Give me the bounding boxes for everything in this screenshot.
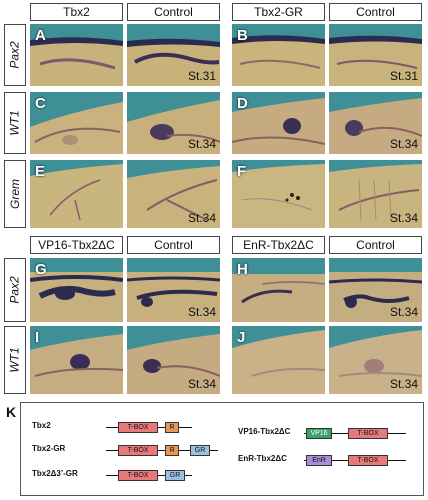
construct-name-enr: EnR-Tbx2ΔC <box>238 454 287 463</box>
panel-letter: H <box>237 261 248 278</box>
tbox-domain: T-BOX <box>118 445 158 456</box>
panel-h: H <box>232 258 325 322</box>
header-control-2: Control <box>329 3 422 21</box>
header-control-3: Control <box>127 236 220 254</box>
stage-label: St.34 <box>187 305 216 319</box>
panel-e-control: St.34 <box>127 160 220 228</box>
construct-line <box>106 450 218 451</box>
panel-letter: E <box>35 163 46 180</box>
stage-label: St.34 <box>389 137 418 151</box>
stage-label: St.31 <box>187 69 216 83</box>
panel-g: G <box>30 258 123 322</box>
stage-label: St.34 <box>187 211 216 225</box>
stage-label: St.34 <box>187 377 216 391</box>
panel-letter: I <box>35 329 40 346</box>
panel-f-control: St.34 <box>329 160 422 228</box>
panel-b-control: St.31 <box>329 24 422 86</box>
header-control-1: Control <box>127 3 220 21</box>
panel-k-label: K <box>6 404 17 420</box>
construct-name-vp16: VP16-Tbx2ΔC <box>238 427 291 436</box>
gr-domain: GR <box>165 470 185 481</box>
header-tbx2-gr: Tbx2-GR <box>232 3 325 21</box>
row-label-grem: Grem <box>4 160 26 228</box>
panel-letter: J <box>237 329 246 346</box>
construct-name-tbx2-gr: Tbx2-GR <box>32 444 66 453</box>
tbox-domain: T-BOX <box>348 455 388 466</box>
gr-domain: GR <box>190 445 210 456</box>
header-control-4: Control <box>329 236 422 254</box>
row-label-wt1-b: WT1 <box>4 326 26 394</box>
panel-c-control: St.34 <box>127 92 220 154</box>
panel-j-control: St.34 <box>329 326 422 394</box>
panel-b: B <box>232 24 325 86</box>
header-enr-tbx2dc: EnR-Tbx2ΔC <box>232 236 325 254</box>
tbox-domain: T-BOX <box>348 428 388 439</box>
panel-letter: G <box>35 261 47 278</box>
panel-i: I <box>30 326 123 394</box>
construct-diagram-box <box>20 402 424 496</box>
panel-i-control: St.34 <box>127 326 220 394</box>
header-vp16-tbx2dc: VP16-Tbx2ΔC <box>30 236 123 254</box>
panel-d: D <box>232 92 325 154</box>
panel-letter: F <box>237 163 247 180</box>
stage-label: St.34 <box>389 211 418 225</box>
panel-d-control: St.34 <box>329 92 422 154</box>
enr-domain: EnR <box>306 455 332 466</box>
stage-label: St.31 <box>389 69 418 83</box>
panel-letter: B <box>237 27 248 44</box>
stage-label: St.34 <box>187 137 216 151</box>
panel-a-control: St.31 <box>127 24 220 86</box>
r-domain: R <box>165 445 179 456</box>
panel-j: J <box>232 326 325 394</box>
row-label-wt1: WT1 <box>4 92 26 154</box>
panel-c: C <box>30 92 123 154</box>
construct-name-tbx2d3-gr: Tbx2Δ3’-GR <box>32 469 78 478</box>
header-tbx2: Tbx2 <box>30 3 123 21</box>
panel-letter: A <box>35 27 46 44</box>
panel-letter: D <box>237 95 248 112</box>
vp16-domain: VP16 <box>306 428 332 439</box>
row-label-pax2: Pax2 <box>4 24 26 86</box>
panel-e: E <box>30 160 123 228</box>
tbox-domain: T-BOX <box>118 470 158 481</box>
r-domain: R <box>165 422 179 433</box>
stage-label: St.34 <box>389 377 418 391</box>
tbox-domain: T-BOX <box>118 422 158 433</box>
row-label-pax2-b: Pax2 <box>4 258 26 322</box>
panel-a: A <box>30 24 123 86</box>
panel-letter: C <box>35 95 46 112</box>
panel-h-control: St.34 <box>329 258 422 322</box>
stage-label: St.34 <box>389 305 418 319</box>
panel-f: F <box>232 160 325 228</box>
panel-g-control: St.34 <box>127 258 220 322</box>
construct-name-tbx2: Tbx2 <box>32 421 51 430</box>
